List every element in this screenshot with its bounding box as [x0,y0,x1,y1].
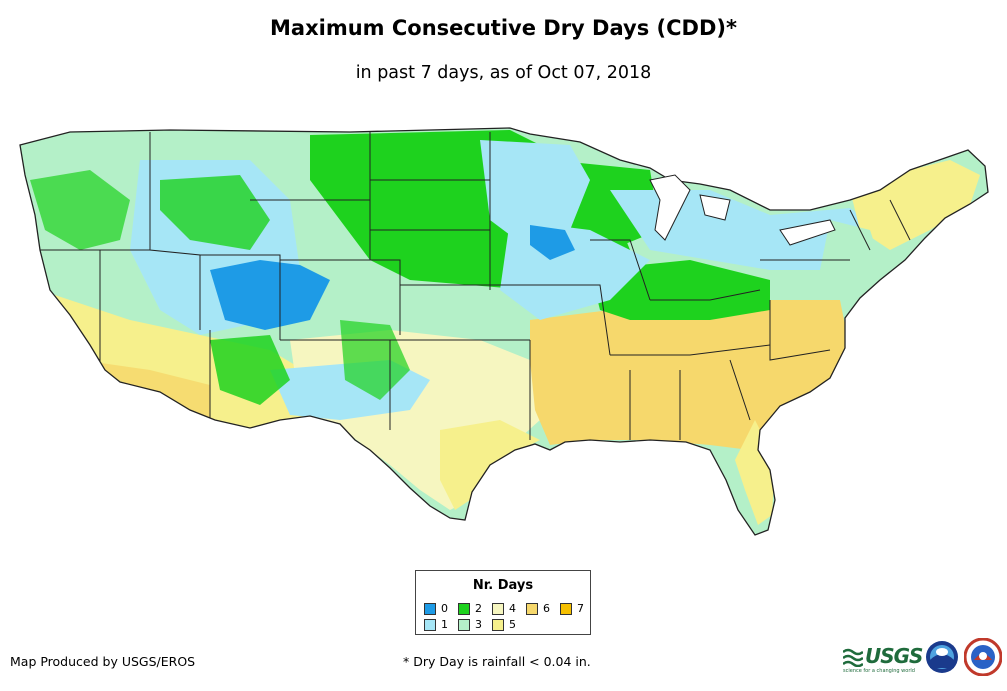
legend-swatch [458,618,470,631]
legend-swatch [424,602,436,615]
legend-item-3: 3 [458,618,482,631]
legend-item-2: 2 [458,602,482,615]
nws-logo-icon [964,638,1002,676]
credit-text: Map Produced by USGS/EROS [10,654,196,669]
legend-label: 3 [475,618,482,631]
legend-swatch [492,618,504,631]
legend-swatch [424,618,436,631]
map-legend: Nr. Days 0 1 2 3 4 5 6 7 [415,570,591,635]
legend-item-4: 4 [492,602,516,615]
legend-item-7: 7 [560,602,584,615]
legend-label: 0 [441,602,448,615]
legend-label: 6 [543,602,550,615]
dry-day-note: * Dry Day is rainfall < 0.04 in. [403,654,591,669]
legend-item-1: 1 [424,618,448,631]
legend-swatch [560,602,572,615]
legend-item-0: 0 [424,602,448,615]
usgs-logo: USGS science for a changing world [843,644,923,674]
legend-swatch [458,602,470,615]
us-map [10,120,1000,550]
legend-swatch [492,602,504,615]
legend-label: 1 [441,618,448,631]
map-title: Maximum Consecutive Dry Days (CDD)* [270,16,737,40]
usgs-wordmark: USGS [865,644,923,668]
agency-logos: USGS science for a changing world [843,638,1002,678]
legend-label: 2 [475,602,482,615]
legend-label: 7 [577,602,584,615]
legend-label: 5 [509,618,516,631]
legend-item-5: 5 [492,618,516,631]
legend-item-6: 6 [526,602,550,615]
legend-title: Nr. Days [472,578,534,593]
map-subtitle: in past 7 days, as of Oct 07, 2018 [355,63,652,83]
usgs-tagline: science for a changing world [843,668,915,674]
legend-swatch [526,602,538,615]
legend-label: 4 [509,602,516,615]
usgs-waves-icon [843,648,863,667]
noaa-logo-icon [926,641,958,673]
